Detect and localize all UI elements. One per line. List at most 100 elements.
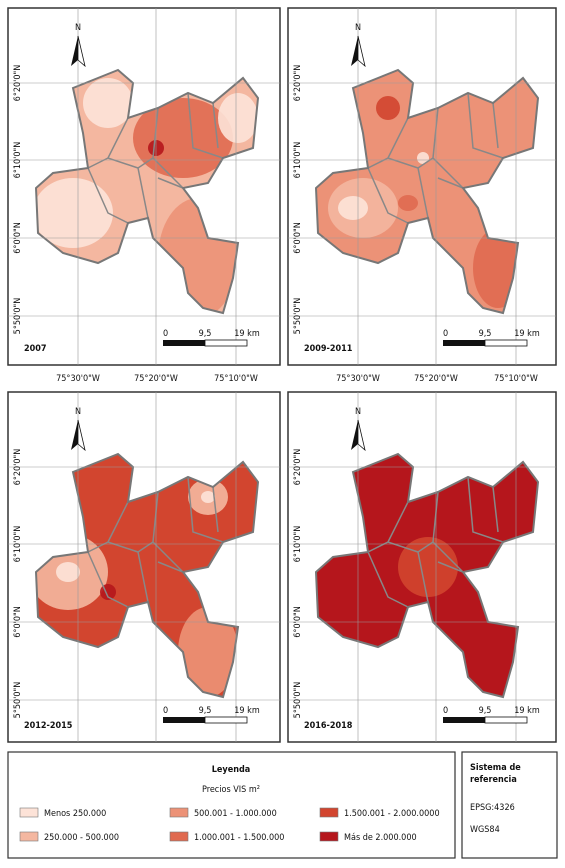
legend: Leyenda Precios VIS m² Menos 250.000 250.00…: [7, 751, 456, 859]
region-outline: [314, 68, 540, 315]
north-label: N: [75, 23, 81, 33]
scale-label: 0: [163, 706, 168, 716]
legend-swatch: [319, 807, 339, 818]
price-zone: [218, 93, 258, 143]
latitude-label: 5°50'0"N: [13, 298, 23, 335]
scale-bar: [204, 339, 248, 347]
scale-bar: [443, 717, 485, 723]
longitude-label: 75°30'0"W: [336, 374, 380, 384]
map-panel: 6°20'0"N 6°10'0"N 6°0'0"N 5°50'0"N N 0 9,5 19 k…: [7, 391, 281, 743]
legend-label: Menos 250.000: [44, 809, 106, 819]
scale-bar: [484, 339, 528, 347]
legend-label: 250.000 - 500.000: [44, 833, 119, 843]
scale-bar: [443, 340, 485, 346]
latitude-label: 6°20'0"N: [293, 449, 303, 486]
latitude-label: 6°0'0"N: [293, 606, 303, 638]
legend-swatch: [169, 831, 189, 842]
legend-swatch: [169, 807, 189, 818]
legend-swatch: [319, 831, 339, 842]
price-zone: [56, 562, 80, 582]
latitude-label: 6°10'0"N: [13, 142, 23, 179]
legend-swatch: [19, 807, 39, 818]
north-arrow: [357, 419, 366, 452]
scale-label: 9,5: [199, 706, 212, 716]
legend-swatch: [19, 831, 39, 842]
scale-label: 19 km: [514, 706, 540, 716]
reference-box: Sistema de referencia EPSG:4326 WGS84: [461, 751, 558, 859]
reference-item: WGS84: [470, 825, 500, 835]
panel-label: 2007: [24, 344, 47, 354]
map-panel: 6°20'0"N 6°10'0"N 6°0'0"N 5°50'0"N N 0 9,5 19 k…: [287, 391, 557, 743]
region-outline: [34, 452, 260, 699]
price-zone: [201, 491, 215, 503]
latitude-label: 6°20'0"N: [13, 65, 23, 102]
scale-label: 0: [443, 706, 448, 716]
longitude-label: 75°20'0"W: [414, 374, 458, 384]
longitude-label: 75°10'0"W: [494, 374, 538, 384]
reference-title-line: referencia: [470, 775, 517, 785]
legend-frame: [7, 751, 456, 859]
latitude-label: 5°50'0"N: [293, 298, 303, 335]
latitude-label: 6°0'0"N: [293, 222, 303, 254]
latitude-label: 6°10'0"N: [293, 142, 303, 179]
panel-label: 2012-2015: [24, 721, 73, 731]
municipal-boundary: [87, 476, 224, 608]
north-label: N: [355, 23, 361, 33]
scale-label: 0: [443, 329, 448, 339]
price-zone: [376, 96, 400, 120]
latitude-label: 5°50'0"N: [13, 682, 23, 719]
north-label: N: [75, 407, 81, 417]
latitude-label: 6°20'0"N: [13, 449, 23, 486]
latitude-label: 6°20'0"N: [293, 65, 303, 102]
scale-label: 0: [163, 329, 168, 339]
panel-label: 2016-2018: [304, 721, 353, 731]
reference-item: EPSG:4326: [470, 803, 515, 813]
latitude-label: 6°0'0"N: [13, 606, 23, 638]
price-zone: [417, 152, 429, 164]
longitude-label: 75°10'0"W: [214, 374, 258, 384]
municipal-boundary: [87, 92, 224, 224]
map-panel: 6°20'0"N 6°10'0"N 6°0'0"N 5°50'0"N N 0 9,5 19 k…: [287, 7, 557, 366]
reference-title-line: Sistema de: [470, 763, 521, 773]
region-outline: [34, 68, 260, 315]
price-zone: [83, 78, 133, 128]
latitude-label: 6°10'0"N: [293, 526, 303, 563]
north-arrow: [351, 420, 358, 450]
region-outline: [314, 452, 540, 699]
scale-label: 19 km: [514, 329, 540, 339]
north-arrow: [351, 36, 358, 66]
reference-frame: [461, 751, 558, 859]
north-arrow: [77, 35, 86, 68]
price-zone: [36, 178, 113, 248]
scale-bar: [163, 717, 205, 723]
longitude-label: 75°20'0"W: [134, 374, 178, 384]
price-zone: [338, 196, 368, 220]
north-arrow: [77, 419, 86, 452]
scale-bar: [484, 716, 528, 724]
north-arrow: [357, 35, 366, 68]
reference-title: Sistema de referencia: [470, 763, 521, 785]
price-zone: [178, 607, 238, 697]
legend-label: Más de 2.000.000: [344, 833, 417, 843]
longitude-label: 75°30'0"W: [56, 374, 100, 384]
legend-label: 1.000.001 - 1.500.000: [194, 833, 284, 843]
latitude-label: 6°10'0"N: [13, 526, 23, 563]
scale-bar: [204, 716, 248, 724]
legend-subtitle: Precios VIS m²: [202, 785, 260, 795]
legend-label: 500.001 - 1.000.000: [194, 809, 277, 819]
scale-label: 9,5: [199, 329, 212, 339]
price-zone: [133, 98, 233, 178]
legend-label: 1.500.001 - 2.000.0000: [344, 809, 440, 819]
panel-label: 2009-2011: [304, 344, 353, 354]
map-panel: 6°20'0"N 6°10'0"N 6°0'0"N 5°50'0"N N 0 9,5 19 k…: [7, 7, 281, 366]
scale-label: 9,5: [479, 706, 492, 716]
latitude-label: 5°50'0"N: [293, 682, 303, 719]
north-label: N: [355, 407, 361, 417]
municipal-boundary: [367, 476, 504, 608]
scale-label: 19 km: [234, 706, 260, 716]
municipal-boundary: [367, 92, 504, 224]
price-zone: [398, 195, 418, 211]
north-arrow: [71, 420, 78, 450]
